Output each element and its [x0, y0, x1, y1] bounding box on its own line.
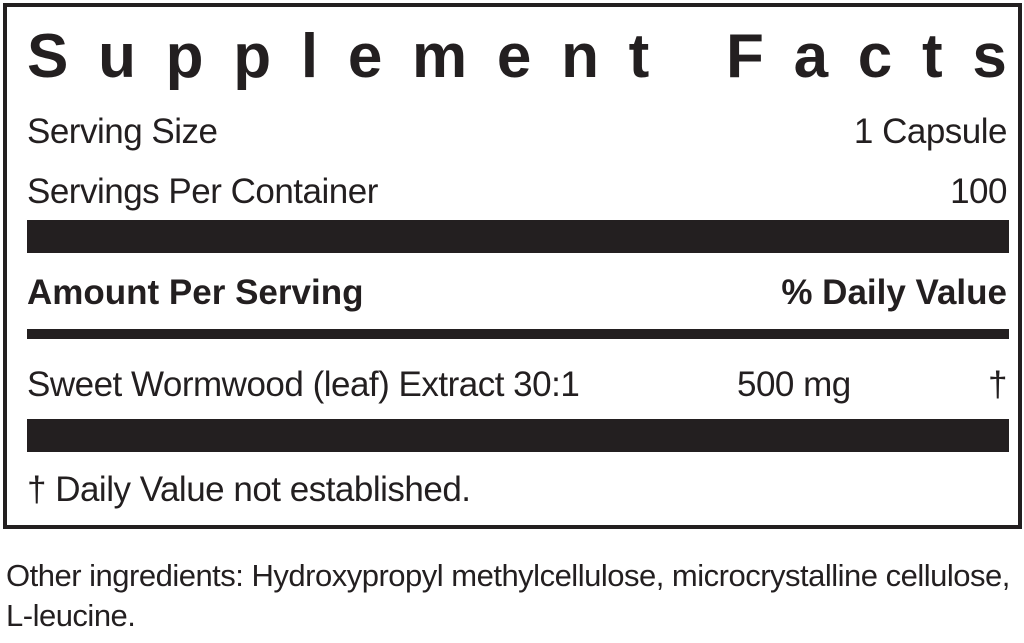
title-letter: p — [233, 22, 272, 91]
medium-divider — [27, 329, 1009, 339]
ingredient-name: Sweet Wormwood (leaf) Extract 30:1 — [27, 365, 580, 404]
title-letter: e — [347, 22, 383, 91]
title-letter: S — [27, 22, 69, 91]
title-letter: c — [857, 22, 893, 91]
ingredient-row: Sweet Wormwood (leaf) Extract 30:1 500 m… — [27, 363, 1007, 407]
title-letter: e — [496, 22, 532, 91]
serving-size-label: Serving Size — [27, 112, 218, 151]
title-letter: t — [628, 22, 650, 91]
ingredient-dv: † — [988, 365, 1007, 404]
ingredient-amount: 500 mg — [737, 365, 851, 404]
title-letter: F — [726, 22, 764, 91]
footnote-text: † Daily Value not established. — [27, 470, 471, 509]
thick-divider — [27, 220, 1009, 253]
serving-size-row: Serving Size 1 Capsule — [27, 110, 1008, 154]
thick-divider — [27, 419, 1009, 452]
title-letter: s — [972, 22, 1007, 91]
footnote: † Daily Value not established. — [27, 468, 1007, 512]
servings-per-container-value: 100 — [950, 172, 1007, 211]
title-letter — [679, 17, 696, 97]
title-letter: t — [922, 22, 943, 91]
serving-size-value: 1 Capsule — [853, 112, 1008, 151]
title-letter: m — [412, 22, 468, 91]
other-ingredients: Other ingredients: Hydroxypropyl methylc… — [6, 558, 1010, 633]
title-letter: p — [165, 22, 204, 91]
servings-per-container-row: Servings Per Container 100 — [27, 170, 1007, 214]
daily-value-header: % Daily Value — [781, 273, 1007, 312]
amount-per-serving-header: Amount Per Serving — [27, 273, 364, 312]
title-letter: n — [561, 22, 599, 91]
title-letter: l — [300, 22, 319, 91]
title-letter: u — [98, 22, 136, 91]
column-header-row: Amount Per Serving % Daily Value — [27, 271, 1007, 315]
servings-per-container-label: Servings Per Container — [27, 172, 378, 211]
title-letter: a — [793, 22, 829, 91]
